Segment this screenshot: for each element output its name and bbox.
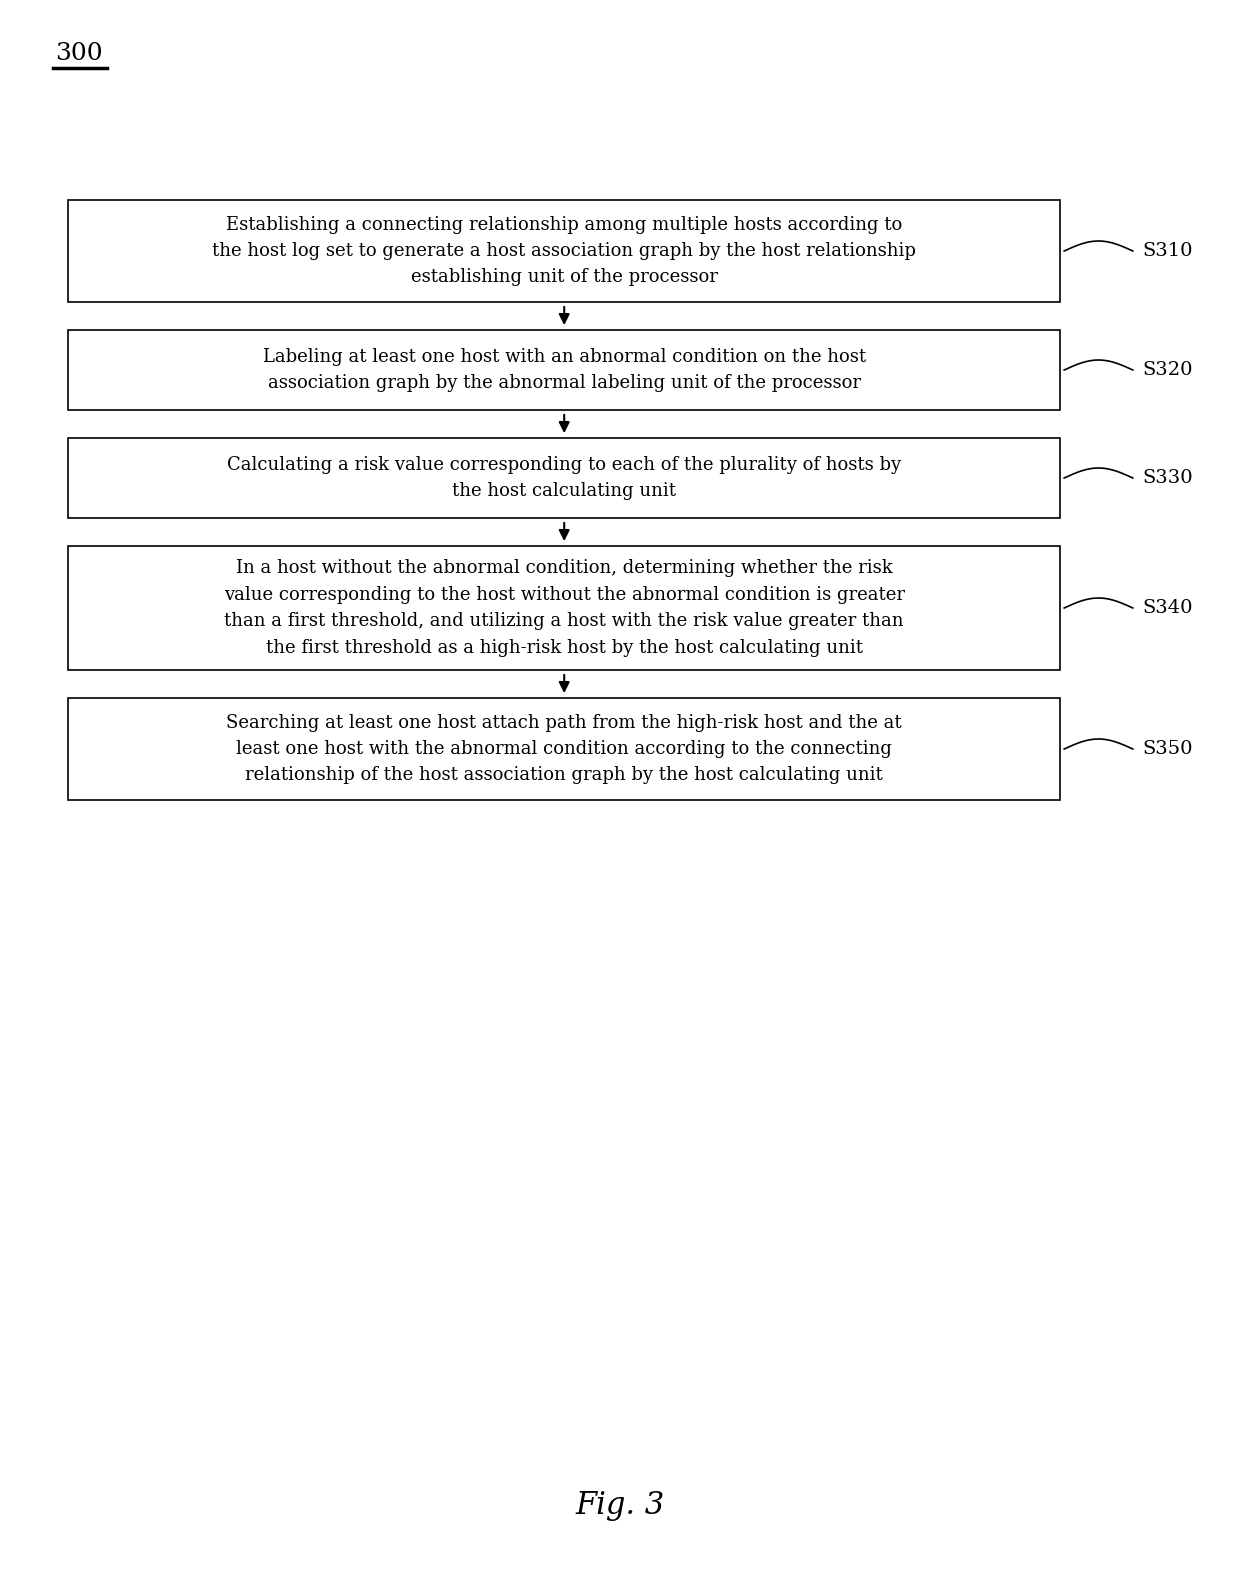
Bar xyxy=(68,330,1060,409)
Text: S310: S310 xyxy=(1143,242,1193,259)
Text: Calculating a risk value corresponding to each of the plurality of hosts by
the : Calculating a risk value corresponding t… xyxy=(227,455,901,500)
Bar xyxy=(68,697,1060,800)
Text: In a host without the abnormal condition, determining whether the risk
value cor: In a host without the abnormal condition… xyxy=(223,560,905,656)
Text: S330: S330 xyxy=(1143,470,1193,487)
Text: Searching at least one host attach path from the high-risk host and the at
least: Searching at least one host attach path … xyxy=(227,713,901,784)
Text: S320: S320 xyxy=(1143,360,1193,379)
Text: Establishing a connecting relationship among multiple hosts according to
the hos: Establishing a connecting relationship a… xyxy=(212,215,916,286)
Text: 300: 300 xyxy=(55,43,103,65)
Bar xyxy=(68,438,1060,519)
Text: Labeling at least one host with an abnormal condition on the host
association gr: Labeling at least one host with an abnor… xyxy=(263,348,866,392)
Bar xyxy=(68,545,1060,670)
Text: S340: S340 xyxy=(1143,599,1193,617)
Bar xyxy=(68,201,1060,302)
Text: Fig. 3: Fig. 3 xyxy=(575,1489,665,1521)
Text: S350: S350 xyxy=(1143,740,1193,757)
